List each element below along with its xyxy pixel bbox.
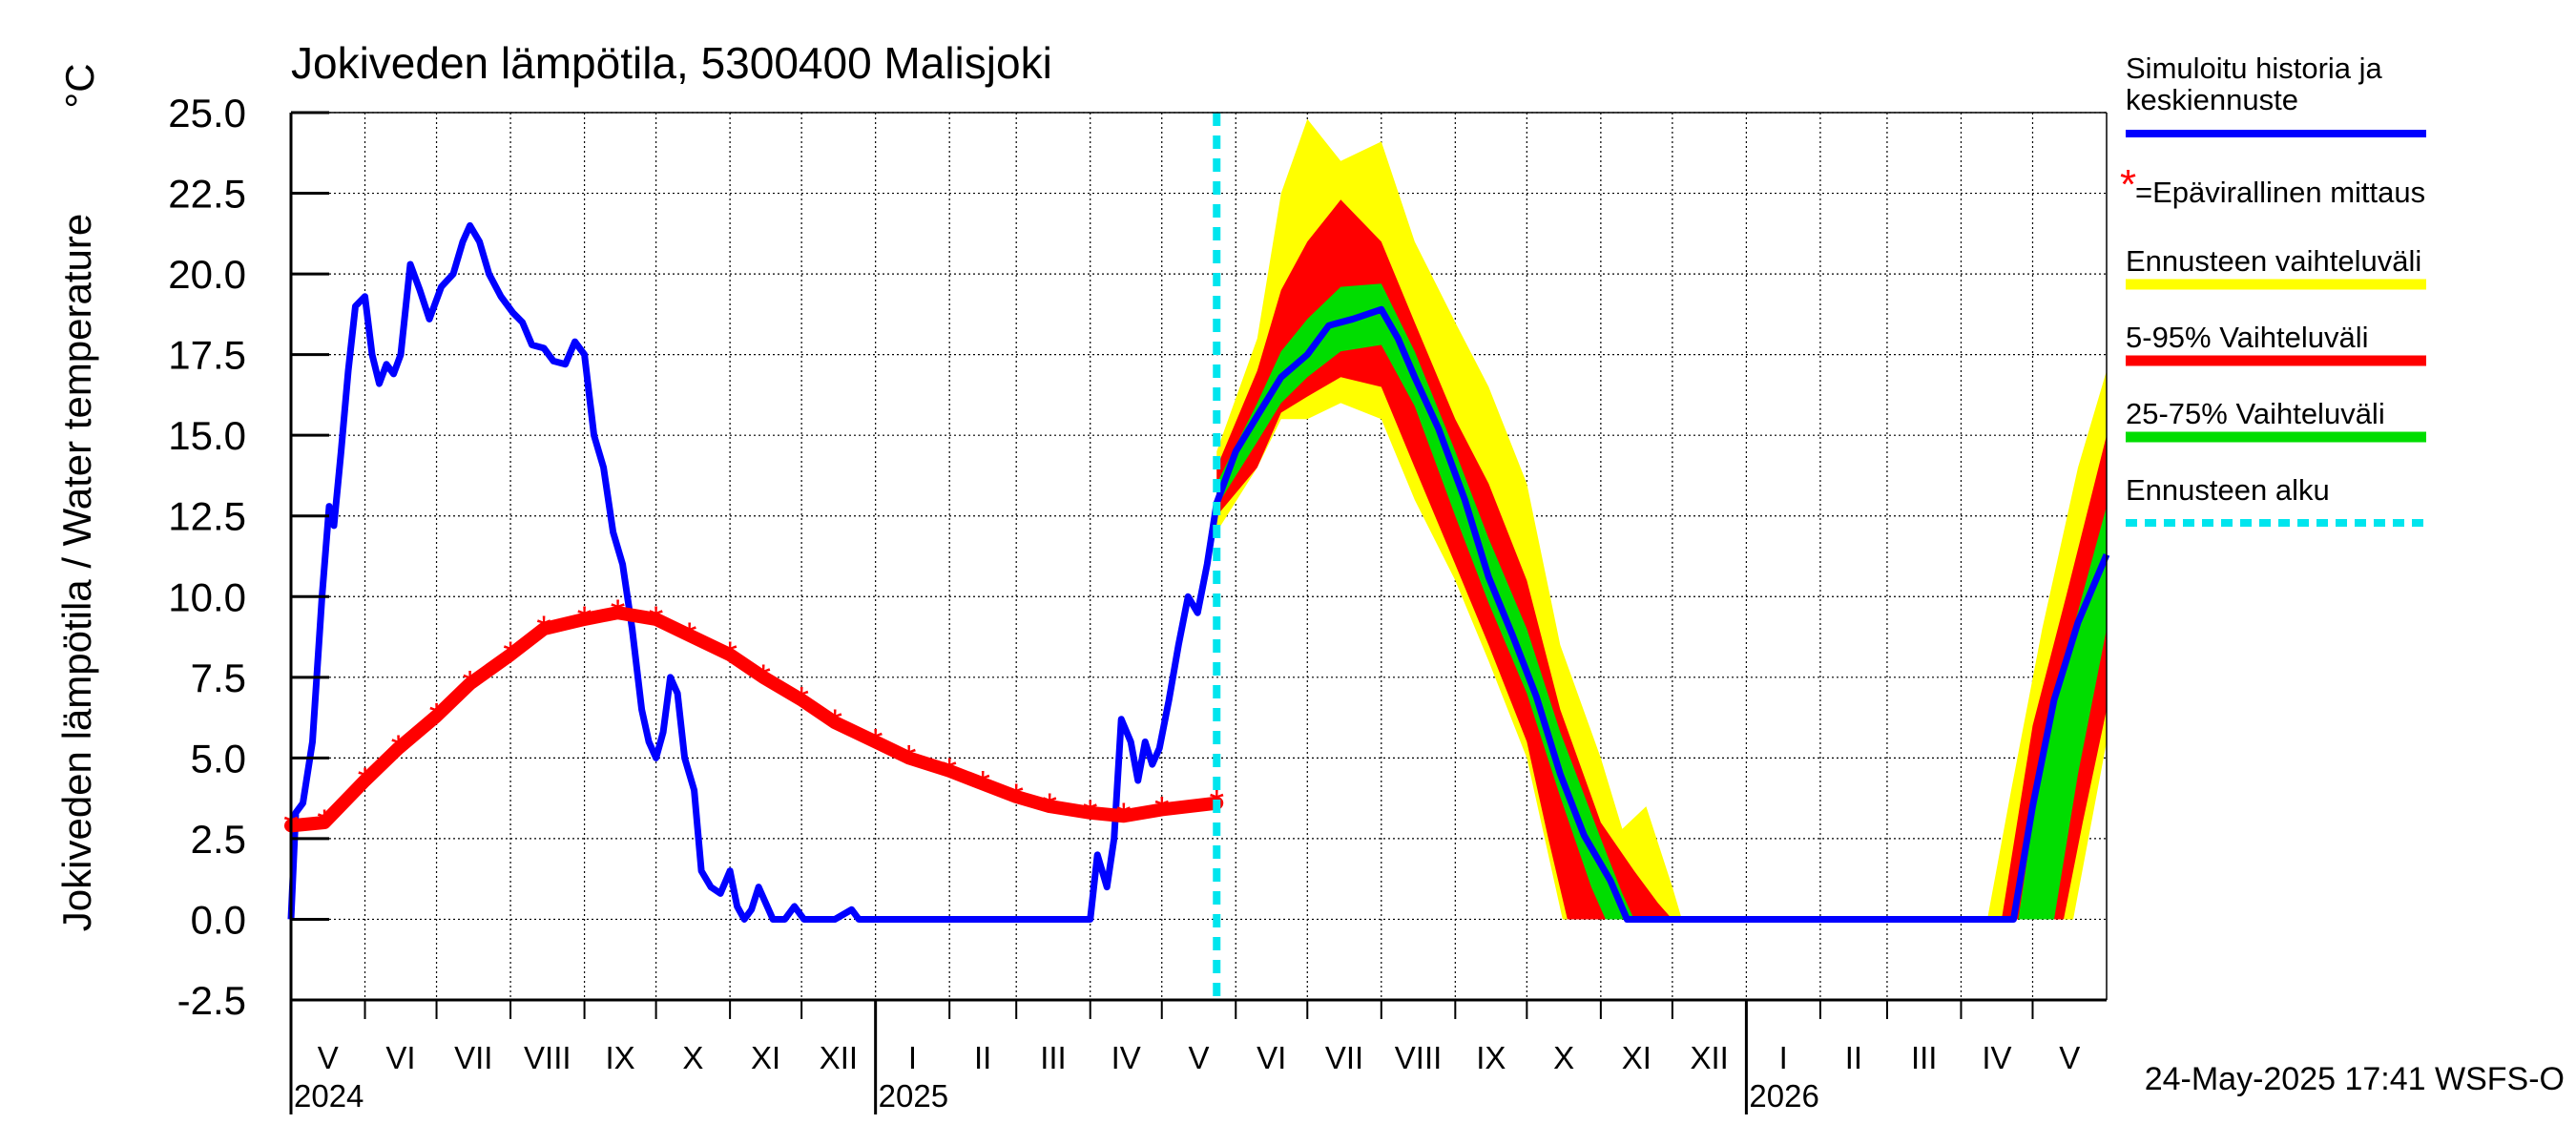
legend-label: Ennusteen alku: [2126, 473, 2330, 507]
year-label: 2026: [1749, 1078, 1818, 1114]
x-tick-label: VII: [1325, 1040, 1363, 1075]
measurement-marker: *: [577, 599, 592, 641]
x-tick-label: V: [2059, 1040, 2080, 1075]
x-tick-label: VIII: [524, 1040, 571, 1075]
measurement-marker: *: [503, 635, 518, 677]
x-tick-label: IX: [1476, 1040, 1506, 1075]
measurement-marker: *: [317, 802, 332, 844]
year-label: 2025: [879, 1078, 948, 1114]
x-tick-label: I: [908, 1040, 917, 1075]
x-tick-label: II: [974, 1040, 991, 1075]
measurement-marker: *: [975, 763, 990, 805]
measurement-marker: *: [868, 721, 883, 763]
y-tick-label: 22.5: [168, 172, 246, 217]
measurement-marker: *: [756, 657, 771, 699]
measurement-marker: *: [463, 664, 478, 706]
x-tick-label: XI: [751, 1040, 780, 1075]
footer-timestamp: 24-May-2025 17:41 WSFS-O: [2145, 1061, 2565, 1097]
legend-label: 5-95% Vaihteluväli: [2126, 321, 2368, 354]
y-tick-labels: 25.0 22.5 20.0 17.5 15.0 12.5 10.0 7.5 5.0 2.5 0.0…: [168, 91, 329, 1023]
band-5-95-vaihteluv-li: [1216, 199, 2107, 920]
measurement-marker: *: [1083, 793, 1098, 835]
measurement-marker: *: [536, 609, 551, 651]
legend-label: 25-75% Vaihteluväli: [2126, 397, 2385, 430]
x-tick-label: XI: [1622, 1040, 1652, 1075]
series-line-simulated: [287, 221, 2110, 923]
band-ennusteen-vaihteluv-li: [1216, 118, 2107, 920]
measurement-marker: *: [794, 679, 809, 721]
legend-label: Simuloitu historia ja: [2126, 52, 2383, 85]
x-tick-label: V: [1188, 1040, 1209, 1075]
grid: [290, 112, 2107, 1001]
x-tick-labels: V VI VII VIII IX X XI XII I II III IV V VI VII VIII IX X X…: [289, 1000, 2080, 1114]
measurement-marker: *: [358, 760, 373, 802]
x-tick-label: X: [682, 1040, 703, 1075]
legend-label: =Epävirallinen mittaus: [2135, 176, 2425, 209]
band-25-75-vaihteluv-li: [1216, 283, 2107, 920]
x-tick-label: VIII: [1395, 1040, 1443, 1075]
x-tick-label: VI: [385, 1040, 415, 1075]
series-lines: **************************: [283, 113, 2110, 1000]
year-label: 2024: [294, 1078, 364, 1114]
y-tick-label: 17.5: [168, 333, 246, 378]
legend-label: Ennusteen vaihteluväli: [2126, 244, 2421, 278]
x-tick-label: IX: [605, 1040, 634, 1075]
y-tick-label: -2.5: [177, 978, 246, 1023]
x-tick-label: II: [1845, 1040, 1862, 1075]
measurement-marker: *: [649, 599, 664, 641]
measurement-marker: *: [827, 702, 842, 744]
y-tick-label: 15.0: [168, 413, 246, 458]
y-tick-label: 10.0: [168, 574, 246, 619]
x-tick-label: VII: [454, 1040, 492, 1075]
y-tick-label: 12.5: [168, 494, 246, 539]
axes: [289, 112, 2108, 1114]
chart-title: Jokiveden lämpötila, 5300400 Malisjoki: [291, 38, 1052, 88]
measurement-marker: *: [391, 728, 406, 770]
x-tick-label: XII: [1690, 1040, 1728, 1075]
series-line-measurement: [284, 606, 1224, 833]
y-tick-label: 7.5: [191, 656, 246, 700]
x-tick-label: III: [1040, 1040, 1067, 1075]
legend-label: keskiennuste: [2126, 83, 2298, 116]
y-axis-label: Jokiveden lämpötila / Water temperature: [54, 214, 99, 931]
measurement-marker: *: [1116, 796, 1132, 838]
y-tick-label: 2.5: [191, 817, 246, 862]
x-tick-label: X: [1553, 1040, 1574, 1075]
x-tick-label: VI: [1257, 1040, 1286, 1075]
y-tick-label: 5.0: [191, 736, 246, 781]
y-tick-label: 25.0: [168, 91, 246, 135]
measurement-marker: *: [682, 615, 697, 657]
x-tick-label: XII: [820, 1040, 858, 1075]
x-tick-label: III: [1911, 1040, 1938, 1075]
measurement-marker: *: [1154, 789, 1170, 831]
measurement-marker: *: [902, 738, 917, 780]
x-tick-label: IV: [1111, 1040, 1141, 1075]
x-tick-label: IV: [1982, 1040, 2011, 1075]
measurement-marker: *: [611, 593, 626, 635]
measurement-marker: *: [942, 751, 957, 793]
x-tick-label: V: [318, 1040, 339, 1075]
x-tick-label: I: [1779, 1040, 1788, 1075]
legend-marker: *: [2120, 161, 2136, 208]
y-tick-label: 20.0: [168, 252, 246, 297]
measurement-marker: *: [1042, 786, 1057, 828]
y-axis-unit: °C: [57, 63, 102, 108]
measurement-marker: *: [429, 696, 445, 738]
measurement-marker: *: [1008, 777, 1024, 819]
y-tick-label: 0.0: [191, 897, 246, 942]
forecast-bands: [1216, 118, 2107, 920]
measurement-marker: *: [722, 635, 737, 677]
